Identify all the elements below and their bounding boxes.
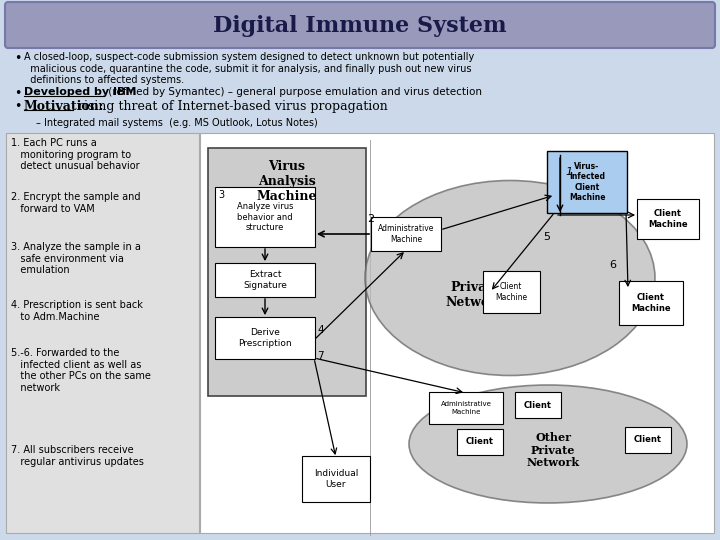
- Text: 7. All subscribers receive
   regular antivirus updates: 7. All subscribers receive regular antiv…: [11, 445, 144, 467]
- Text: – Integrated mail systems  (e.g. MS Outlook, Lotus Notes): – Integrated mail systems (e.g. MS Outlo…: [36, 118, 318, 128]
- Text: Derive
Prescription: Derive Prescription: [238, 328, 292, 348]
- Text: Administrative
Machine: Administrative Machine: [378, 224, 434, 244]
- Text: (refined by Symantec) – general purpose emulation and virus detection: (refined by Symantec) – general purpose …: [105, 87, 482, 97]
- Text: 5.-6. Forwarded to the
   infected client as well as
   the other PCs on the sam: 5.-6. Forwarded to the infected client a…: [11, 348, 151, 393]
- FancyBboxPatch shape: [547, 151, 627, 213]
- Text: •: •: [14, 87, 22, 100]
- Text: Developed by IBM: Developed by IBM: [24, 87, 136, 97]
- Text: 3: 3: [218, 190, 224, 200]
- Text: 7: 7: [317, 351, 323, 361]
- Text: Client: Client: [634, 435, 662, 444]
- Text: Administrative
Machine: Administrative Machine: [441, 402, 492, 415]
- Text: 3. Analyze the sample in a
   safe environment via
   emulation: 3. Analyze the sample in a safe environm…: [11, 242, 141, 275]
- FancyBboxPatch shape: [215, 317, 315, 359]
- Text: Extract
Signature: Extract Signature: [243, 271, 287, 289]
- FancyBboxPatch shape: [457, 429, 503, 455]
- FancyBboxPatch shape: [6, 133, 199, 533]
- Text: 2: 2: [367, 214, 374, 224]
- FancyBboxPatch shape: [619, 281, 683, 325]
- Text: 4. Prescription is sent back
   to Adm.Machine: 4. Prescription is sent back to Adm.Mach…: [11, 300, 143, 322]
- Text: 1: 1: [565, 167, 572, 177]
- FancyBboxPatch shape: [215, 263, 315, 297]
- Text: 5: 5: [543, 232, 550, 242]
- Ellipse shape: [365, 180, 655, 375]
- FancyBboxPatch shape: [371, 217, 441, 251]
- Text: Virus-
Infected
Client
Machine: Virus- Infected Client Machine: [569, 162, 606, 202]
- Text: •: •: [14, 100, 22, 113]
- Text: Analyze virus
behavior and
structure: Analyze virus behavior and structure: [237, 202, 293, 232]
- Text: 4: 4: [317, 325, 323, 335]
- Text: Client
Machine: Client Machine: [648, 210, 688, 229]
- Text: Client
Machine: Client Machine: [631, 293, 671, 313]
- FancyBboxPatch shape: [215, 187, 315, 247]
- Text: Individual
User: Individual User: [314, 469, 358, 489]
- Text: Client: Client: [524, 401, 552, 409]
- Text: rising threat of Internet-based virus propagation: rising threat of Internet-based virus pr…: [74, 100, 388, 113]
- FancyBboxPatch shape: [208, 148, 366, 396]
- Text: 2. Encrypt the sample and
   forward to VAM: 2. Encrypt the sample and forward to VAM: [11, 192, 140, 214]
- FancyBboxPatch shape: [625, 427, 671, 453]
- FancyBboxPatch shape: [200, 133, 714, 533]
- Text: 1. Each PC runs a
   monitoring program to
   detect unusual behavior: 1. Each PC runs a monitoring program to …: [11, 138, 140, 171]
- Text: 6: 6: [609, 260, 616, 270]
- FancyBboxPatch shape: [483, 271, 540, 313]
- Text: •: •: [14, 52, 22, 65]
- FancyBboxPatch shape: [515, 392, 561, 418]
- FancyBboxPatch shape: [5, 2, 715, 48]
- FancyBboxPatch shape: [429, 392, 503, 424]
- Text: Client
Machine: Client Machine: [495, 282, 527, 302]
- Text: Other
Private
Network: Other Private Network: [526, 431, 580, 468]
- Text: Virus
Analysis
Machine: Virus Analysis Machine: [257, 160, 318, 203]
- Text: A closed-loop, suspect-code submission system designed to detect unknown but pot: A closed-loop, suspect-code submission s…: [24, 52, 474, 85]
- Text: Motivation:: Motivation:: [24, 100, 104, 113]
- Ellipse shape: [409, 385, 687, 503]
- FancyBboxPatch shape: [302, 456, 370, 502]
- Text: Private
Network: Private Network: [445, 281, 505, 309]
- FancyBboxPatch shape: [637, 199, 699, 239]
- Text: Client: Client: [466, 437, 494, 447]
- Text: Digital Immune System: Digital Immune System: [213, 15, 507, 37]
